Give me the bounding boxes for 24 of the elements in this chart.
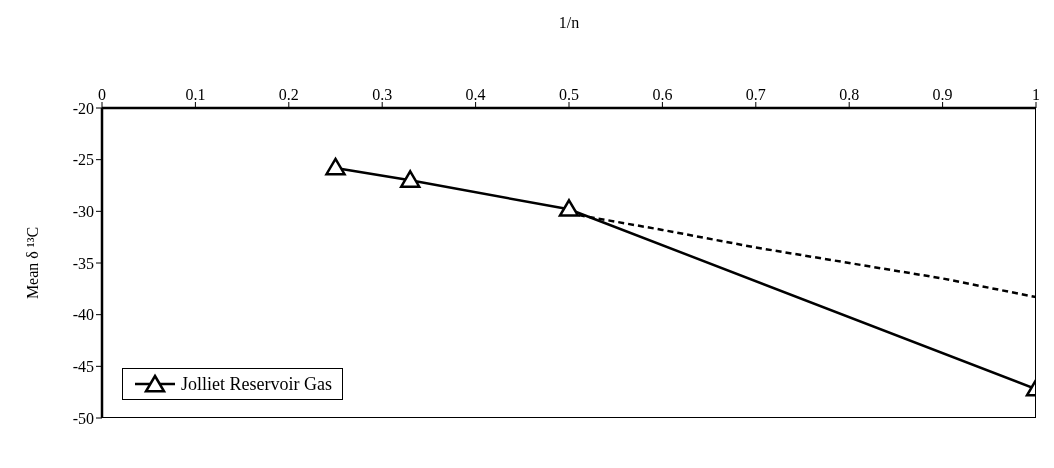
x-tick-label: 0.8 — [839, 86, 860, 103]
x-tick-label: 0.5 — [559, 86, 579, 103]
point — [558, 199, 580, 217]
y-tick-label: -45 — [72, 358, 94, 376]
point — [325, 157, 346, 176]
x-tick-label: 0.1 — [185, 86, 206, 103]
x-tick-label: 1 — [1032, 86, 1040, 103]
point — [399, 170, 421, 188]
y-tick-label: -25 — [72, 151, 94, 169]
x-tick-label: 0.3 — [372, 86, 393, 103]
x-tick-label: 0.4 — [465, 86, 486, 103]
x-axis-title: 1/n — [558, 14, 580, 31]
x-tick-label: 0.9 — [932, 86, 953, 103]
legend-label: Jolliet Reservoir Gas — [181, 373, 332, 395]
y-tick-label: -30 — [72, 203, 94, 221]
x-tick-label: 0.2 — [278, 86, 299, 103]
x-tick-label: 0.7 — [745, 86, 766, 103]
x-tick-label: 0 — [98, 86, 106, 103]
y-tick-label: -20 — [72, 99, 94, 117]
y-tick-label: -35 — [72, 254, 94, 272]
y-tick-label: -40 — [72, 306, 94, 324]
y-tick-label: -50 — [72, 409, 94, 427]
x-tick-label: 0.6 — [652, 86, 673, 103]
y-axis-title: Mean δ ¹³C — [23, 226, 41, 300]
